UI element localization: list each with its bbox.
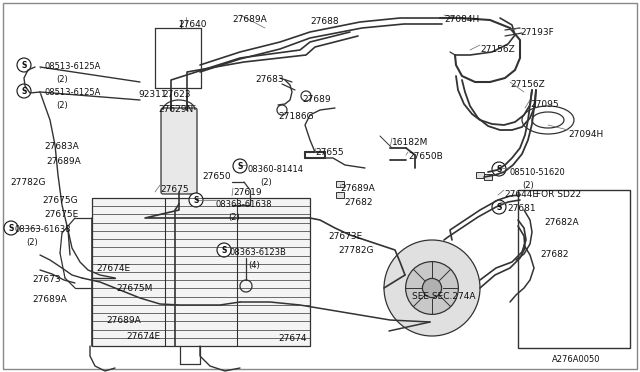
Bar xyxy=(92,198,310,346)
Text: 27688: 27688 xyxy=(310,17,339,26)
Text: 27683: 27683 xyxy=(255,75,284,84)
Text: 27689A: 27689A xyxy=(340,184,375,193)
Text: 27689A: 27689A xyxy=(106,316,141,325)
Text: 27644E: 27644E xyxy=(504,190,538,199)
Text: 27674E: 27674E xyxy=(126,332,160,341)
Text: 27674E: 27674E xyxy=(96,264,130,273)
Text: 27689A: 27689A xyxy=(232,15,267,24)
Text: (2): (2) xyxy=(56,75,68,84)
Text: S: S xyxy=(221,246,227,254)
Text: 08360-81414: 08360-81414 xyxy=(248,165,304,174)
Text: 27094H: 27094H xyxy=(568,130,604,139)
Text: 08363-6123B: 08363-6123B xyxy=(230,248,287,257)
Text: 27675E: 27675E xyxy=(44,210,78,219)
Text: 27681: 27681 xyxy=(507,204,536,213)
Circle shape xyxy=(17,58,31,72)
Text: 92311: 92311 xyxy=(138,90,166,99)
Bar xyxy=(336,192,344,198)
Text: 27084H: 27084H xyxy=(444,15,479,24)
Text: 27673E: 27673E xyxy=(328,232,362,241)
Text: 27689A: 27689A xyxy=(46,157,81,166)
Text: 16182M: 16182M xyxy=(392,138,428,147)
Bar xyxy=(336,181,344,187)
Text: 27674: 27674 xyxy=(278,334,307,343)
Circle shape xyxy=(384,240,480,336)
Text: 27156Z: 27156Z xyxy=(510,80,545,89)
Text: 27623: 27623 xyxy=(162,90,191,99)
Text: 27095: 27095 xyxy=(530,100,559,109)
Circle shape xyxy=(17,84,31,98)
Text: S: S xyxy=(8,224,13,232)
Text: 27689: 27689 xyxy=(302,95,331,104)
Text: 08513-6125A: 08513-6125A xyxy=(44,62,100,71)
Text: S: S xyxy=(496,202,502,212)
Text: 27186G: 27186G xyxy=(278,112,314,121)
Text: 27675: 27675 xyxy=(160,185,189,194)
Text: 27619: 27619 xyxy=(233,188,262,197)
Text: 27673: 27673 xyxy=(32,275,61,284)
Circle shape xyxy=(422,278,442,298)
Text: S: S xyxy=(193,196,198,205)
Text: (4): (4) xyxy=(248,261,260,270)
Circle shape xyxy=(4,221,18,235)
Text: (2): (2) xyxy=(228,213,240,222)
Text: 27683A: 27683A xyxy=(44,142,79,151)
Circle shape xyxy=(492,200,506,214)
Text: 08513-6125A: 08513-6125A xyxy=(44,88,100,97)
Circle shape xyxy=(406,262,458,314)
Text: 27682A: 27682A xyxy=(544,218,579,227)
Bar xyxy=(518,190,630,348)
Bar xyxy=(484,174,492,180)
Text: 27650: 27650 xyxy=(202,172,230,181)
Circle shape xyxy=(492,162,506,176)
Text: S: S xyxy=(21,87,27,96)
Text: 27782G: 27782G xyxy=(338,246,374,255)
Text: 27682: 27682 xyxy=(344,198,372,207)
Text: 27650B: 27650B xyxy=(408,152,443,161)
Circle shape xyxy=(189,193,203,207)
Text: S: S xyxy=(496,164,502,173)
Text: 27782G: 27782G xyxy=(10,178,45,187)
Text: 27655: 27655 xyxy=(315,148,344,157)
Text: 27682: 27682 xyxy=(540,250,568,259)
Text: 27629N: 27629N xyxy=(158,105,193,114)
Text: 27689A: 27689A xyxy=(32,295,67,304)
FancyBboxPatch shape xyxy=(161,108,197,194)
Text: 08363-61638: 08363-61638 xyxy=(216,200,273,209)
Text: (2): (2) xyxy=(26,238,38,247)
Text: 27156Z: 27156Z xyxy=(480,45,515,54)
Text: SEE SEC.274A: SEE SEC.274A xyxy=(412,292,476,301)
Text: 27640: 27640 xyxy=(178,20,207,29)
Bar xyxy=(476,172,484,178)
Text: 27675G: 27675G xyxy=(42,196,77,205)
Circle shape xyxy=(233,159,247,173)
Text: 08510-51620: 08510-51620 xyxy=(510,168,566,177)
Text: (2): (2) xyxy=(56,101,68,110)
Text: S: S xyxy=(21,61,27,70)
Text: 27675M: 27675M xyxy=(116,284,152,293)
Circle shape xyxy=(217,243,231,257)
Text: FOR SD22: FOR SD22 xyxy=(536,190,581,199)
Text: (2): (2) xyxy=(260,178,272,187)
Text: 27193F: 27193F xyxy=(520,28,554,37)
Text: A276A0050: A276A0050 xyxy=(552,355,600,364)
Text: (2): (2) xyxy=(522,181,534,190)
Text: S: S xyxy=(237,161,243,170)
Text: 08363-61638: 08363-61638 xyxy=(14,225,70,234)
